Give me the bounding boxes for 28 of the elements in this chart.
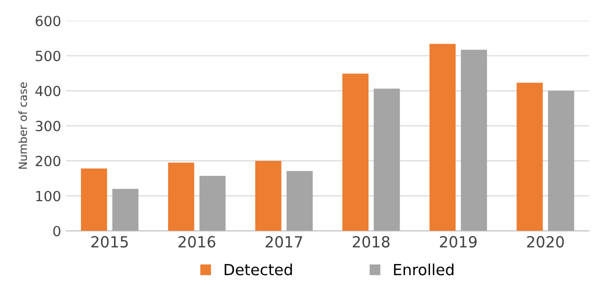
bar — [112, 188, 138, 231]
bar — [199, 176, 226, 231]
x-tick-label: 2018 — [352, 236, 390, 248]
bar — [342, 74, 369, 231]
bar — [430, 44, 456, 231]
bar — [255, 160, 282, 231]
y-tick-label: 300 — [36, 120, 60, 132]
x-tick-label: 2019 — [440, 236, 477, 248]
y-tick-label: 600 — [36, 16, 60, 26]
y-tick-label: 500 — [36, 50, 60, 62]
x-tick-label: 2017 — [266, 236, 302, 248]
x-tick-label: 2016 — [178, 236, 216, 248]
y-tick-label: 400 — [35, 86, 60, 96]
y-tick-label: 200 — [36, 156, 60, 166]
bar — [168, 162, 194, 231]
bar — [374, 88, 400, 231]
legend-label: Enrolled — [394, 264, 454, 276]
bar — [460, 50, 488, 231]
bar — [80, 168, 108, 231]
bar — [286, 170, 313, 231]
bar — [516, 82, 543, 231]
legend-label: Detected — [224, 264, 292, 276]
x-tick-label: 2015 — [91, 236, 128, 248]
y-tick-label: 100 — [36, 190, 60, 202]
y-tick-label: 0 — [53, 226, 60, 236]
x-tick-label: 2020 — [527, 236, 564, 248]
bar — [548, 90, 574, 231]
y-axis-title: Number of case — [18, 82, 28, 169]
